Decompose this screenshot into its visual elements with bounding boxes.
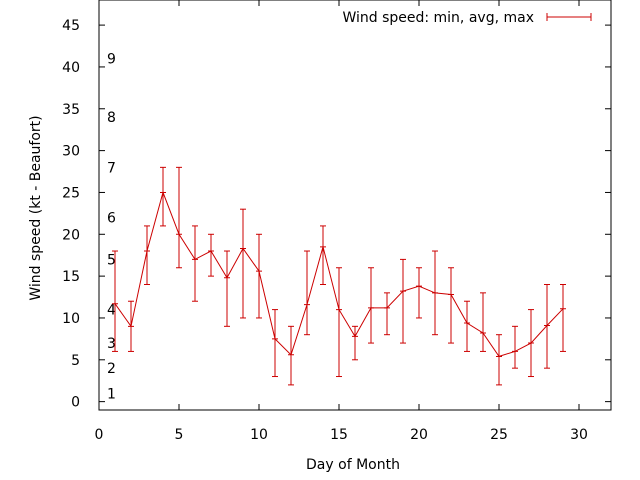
beaufort-label: 5 [107,252,116,268]
y-tick-label: 45 [62,18,80,34]
y-tick-label: 25 [62,185,80,201]
beaufort-label: 2 [107,361,116,377]
data-point [384,304,390,311]
data-point [240,245,246,252]
beaufort-labels: 1 2 3 4 5 6 7 8 9 [107,52,116,403]
data-point [304,301,310,308]
legend: Wind speed: min, avg, max [342,10,592,26]
x-axis-title: Day of Month [306,457,400,473]
data-point [512,348,518,355]
beaufort-label: 8 [107,110,116,126]
beaufort-label: 7 [107,160,116,176]
x-tick-label: 5 [175,427,184,443]
data-point [528,340,534,347]
x-tick-label: 10 [250,427,268,443]
data-point [448,291,454,298]
y-tick-label: 10 [62,311,80,327]
data-point [336,306,342,313]
data-point [112,300,118,307]
data-point [368,304,374,311]
data-point [416,283,422,290]
data-point [192,256,198,263]
y-tick-label: 30 [62,144,80,160]
data-point [400,288,406,295]
x-tick-label: 25 [490,427,508,443]
data-point [160,189,166,196]
plot-frame [98,0,612,411]
data-point [176,231,182,238]
data-point [544,322,550,329]
y-tick-label: 0 [71,395,80,411]
data-point [128,323,134,330]
beaufort-label: 6 [107,211,116,227]
axes [98,0,612,411]
beaufort-label: 3 [107,336,116,352]
y-tick-label: 20 [62,227,80,243]
data-point [432,289,438,296]
x-tick-label: 20 [410,427,428,443]
series-wind-speed [112,166,566,386]
y-tick-label: 40 [62,60,80,76]
data-point [256,268,262,275]
legend-label: Wind speed: min, avg, max [342,10,534,26]
y-tick-label: 15 [62,269,80,285]
beaufort-label: 9 [107,52,116,68]
data-point [144,248,150,255]
data-point [320,243,326,250]
data-point [208,248,214,255]
data-point [480,330,486,337]
x-tick-label: 0 [95,427,104,443]
y-axis-title: Wind speed (kt - Beaufort) [28,115,44,300]
x-ticks: 0 5 10 15 20 25 30 [95,0,588,443]
beaufort-label: 1 [107,386,116,402]
y-tick-label: 5 [71,353,80,369]
beaufort-label: 4 [107,303,116,319]
data-point [288,351,294,358]
x-tick-label: 30 [570,427,588,443]
data-point [272,335,278,342]
data-point [352,333,358,340]
data-point [496,353,502,360]
x-tick-label: 15 [330,427,348,443]
data-point [224,274,230,281]
data-point [464,319,470,326]
data-point [560,305,566,312]
y-tick-label: 35 [62,102,80,118]
